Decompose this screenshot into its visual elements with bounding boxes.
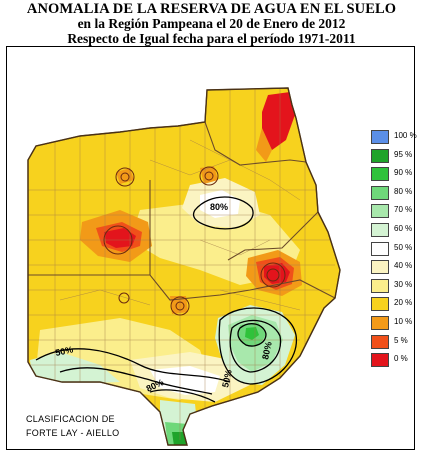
legend-label: 50 % bbox=[394, 242, 413, 252]
legend-swatch bbox=[371, 353, 389, 368]
department-boundaries bbox=[28, 88, 340, 440]
legend-item: 95 % bbox=[371, 148, 423, 164]
legend-item: 0 % bbox=[371, 353, 423, 368]
zone-0pct-northeast bbox=[262, 92, 296, 150]
dry-spot-rings bbox=[103, 166, 286, 316]
map-subtitle-date: en la Región Pampeana el 20 de Enero de … bbox=[77, 16, 346, 31]
legend-item: 50 % bbox=[371, 241, 423, 257]
map-title: ANOMALIA DE LA RESERVA DE AGUA EN EL SUE… bbox=[26, 1, 397, 17]
credit-line-2: FORTE LAY - AIELLO bbox=[26, 428, 120, 438]
zone-0pct-west bbox=[104, 228, 136, 248]
zone-90pct bbox=[245, 327, 259, 340]
contour-lines bbox=[35, 196, 298, 403]
legend-label: 60 % bbox=[394, 224, 413, 233]
legend-swatch bbox=[371, 260, 389, 275]
contour-label-50-southeast: 50% bbox=[220, 369, 234, 389]
legend-swatch bbox=[371, 204, 389, 219]
legend-swatch bbox=[371, 185, 389, 200]
map-subtitle-period: Respecto de Igual fecha para el período … bbox=[67, 31, 356, 46]
legend-swatch bbox=[371, 334, 389, 349]
zone-10pct-northeast bbox=[256, 128, 272, 162]
contour-label-50-west: 50% bbox=[54, 344, 74, 358]
legend-swatch bbox=[371, 316, 389, 330]
zone-10pct-spot-center bbox=[200, 166, 218, 184]
legend-label: 40 % bbox=[394, 261, 413, 271]
legend-swatch bbox=[371, 148, 389, 163]
legend-item: 10 % bbox=[371, 316, 423, 331]
legend-swatch bbox=[371, 130, 389, 144]
credit-line-1: CLASIFICACION DE bbox=[26, 414, 115, 424]
legend-item: 40 % bbox=[371, 260, 423, 275]
legend-swatch bbox=[371, 297, 389, 312]
legend-item: 60 % bbox=[371, 223, 423, 238]
map-frame bbox=[6, 46, 415, 450]
legend-swatch bbox=[371, 278, 389, 293]
legend-label: 0 % bbox=[394, 354, 408, 364]
legend-swatch bbox=[371, 167, 389, 182]
legend-label: 5 % bbox=[394, 335, 408, 345]
legend-label: 10 % bbox=[394, 317, 413, 326]
contour-label-80-southeast: 80% bbox=[260, 341, 274, 361]
legend-swatch bbox=[371, 241, 389, 256]
legend-label: 30 % bbox=[394, 279, 413, 289]
zone-10pct-spot-north bbox=[116, 168, 134, 184]
legend-label: 95 % bbox=[394, 149, 413, 159]
legend-label: 80 % bbox=[394, 186, 413, 196]
legend-label: 20 % bbox=[394, 298, 413, 308]
region-outline bbox=[27, 87, 341, 446]
legend-swatch bbox=[371, 223, 389, 237]
legend-item: 5 % bbox=[371, 334, 423, 350]
legend-item: 90 % bbox=[371, 167, 423, 182]
legend-label: 90 % bbox=[394, 168, 413, 178]
province-boundaries bbox=[28, 121, 336, 301]
legend-item: 80 % bbox=[371, 185, 423, 201]
legend-item: 30 % bbox=[371, 278, 423, 294]
legend-item: 20 % bbox=[371, 297, 423, 312]
legend-item: 100 % bbox=[371, 130, 423, 145]
legend-label: 70 % bbox=[394, 205, 413, 215]
legend-item: 70 % bbox=[371, 204, 423, 219]
contour-label-80: 80% bbox=[210, 202, 228, 212]
legend-label: 100 % bbox=[394, 131, 417, 140]
zone-10pct-spots bbox=[170, 296, 188, 314]
